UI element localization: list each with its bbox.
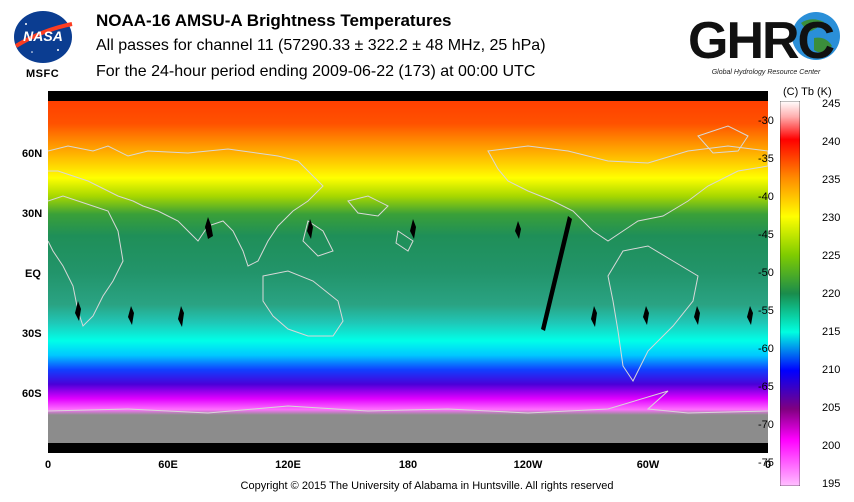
lon-label-0-right: 0 [764, 459, 772, 471]
colorbar-c-label: -45 [758, 229, 774, 241]
copyright-notice: Copyright © 2015 The University of Alaba… [240, 480, 614, 492]
colorbar-k-label: 230 [822, 212, 841, 224]
colorbar-header: (C) Tb (K) [783, 86, 832, 98]
colorbar-c-label: -70 [758, 419, 774, 431]
colorbar-k-label: 200 [822, 440, 841, 452]
colorbar-c-label: -30 [758, 115, 774, 127]
colorbar-k-label: 225 [822, 250, 841, 262]
chart-title: NOAA-16 AMSU-A Brightness Temperatures [96, 11, 452, 30]
channel-subtitle: All passes for channel 11 (57290.33 ± 32… [96, 37, 546, 54]
lat-label-eq: EQ [25, 268, 41, 280]
nasa-logo: NASA [14, 11, 73, 63]
colorbar-k-label: 215 [822, 326, 841, 338]
lon-label-180: 180 [398, 459, 418, 471]
colorbar-k-label: 245 [822, 98, 841, 110]
nasa-logo-text: NASA [23, 28, 63, 44]
colorbar-k-label: 210 [822, 364, 841, 376]
lat-label-30s: 30S [22, 328, 42, 340]
colorbar-k-label: 220 [822, 288, 841, 300]
colorbar-k-label: 235 [822, 174, 841, 186]
colorbar-c-label: -75 [758, 457, 774, 469]
lon-label-120e: 120E [275, 459, 301, 471]
colorbar-c-label: -55 [758, 305, 774, 317]
colorbar-k-label: 240 [822, 136, 841, 148]
colorbar-c-label: -35 [758, 153, 774, 165]
ghrc-logo: GHRC Global Hydrology Resource Center [688, 12, 840, 76]
lat-label-60s: 60S [22, 388, 42, 400]
lat-label-60n: 60N [22, 148, 43, 160]
lon-label-60w: 60W [636, 459, 660, 471]
colorbar-c-label: -40 [758, 191, 774, 203]
ghrc-logo-text: GHRC [688, 12, 835, 70]
period-subtitle: For the 24-hour period ending 2009-06-22… [96, 63, 536, 80]
lon-label-0-left: 0 [44, 459, 52, 471]
colorbar-c-label: -60 [758, 343, 774, 355]
colorbar-k-label: 195 [822, 478, 841, 490]
brightness-map [48, 91, 768, 453]
lon-label-120w: 120W [513, 459, 543, 471]
colorbar-c-label: -65 [758, 381, 774, 393]
lat-label-30n: 30N [22, 208, 43, 220]
colorbar-c-label: -50 [758, 267, 774, 279]
msfc-label: MSFC [26, 68, 60, 80]
colorbar-k-label: 205 [822, 402, 841, 414]
lon-label-60e: 60E [158, 459, 178, 471]
colorbar [780, 101, 800, 486]
ghrc-subtitle: Global Hydrology Resource Center [712, 69, 821, 76]
